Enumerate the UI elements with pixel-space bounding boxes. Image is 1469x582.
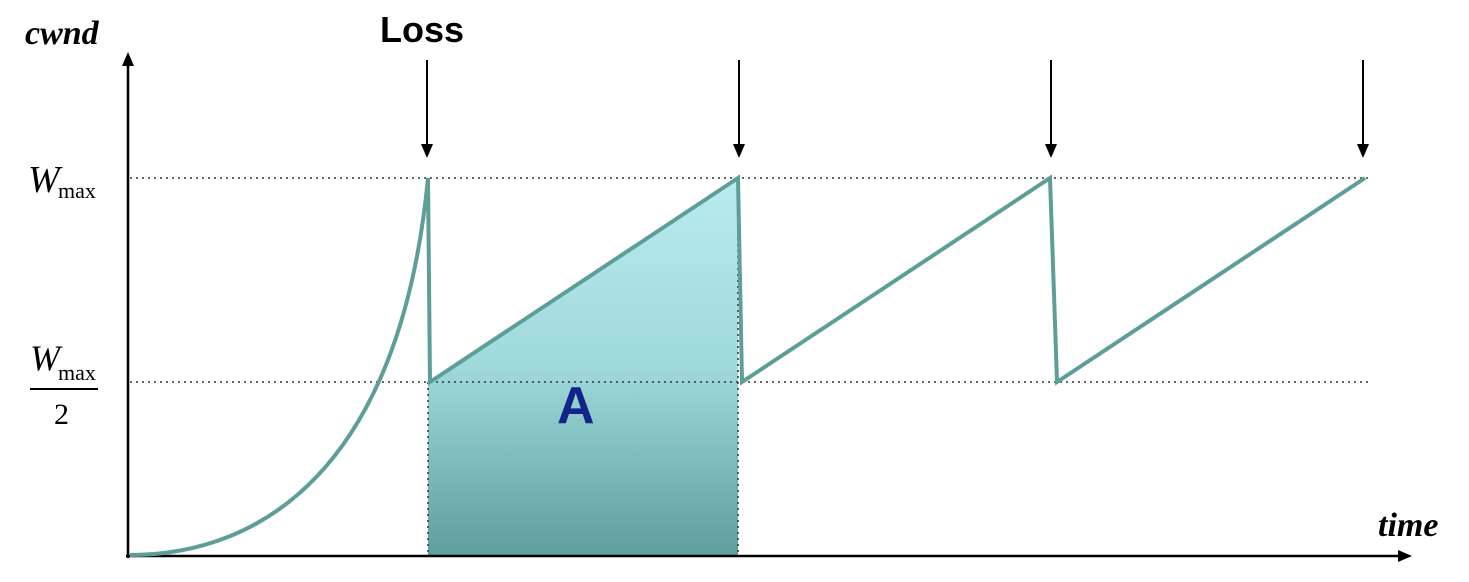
loss-label: Loss xyxy=(380,9,464,50)
wmax-label: W max xyxy=(28,159,96,203)
x-axis-label: time xyxy=(1378,507,1438,544)
svg-text:max: max xyxy=(58,360,96,385)
cwnd-curve xyxy=(129,174,1367,557)
loss-arrow xyxy=(1045,60,1057,158)
svg-text:max: max xyxy=(58,178,96,203)
half-wmax-label: W max 2 xyxy=(30,338,98,431)
loss-arrow xyxy=(733,60,745,158)
y-axis-label: cwnd xyxy=(25,15,100,52)
area-a-label: A xyxy=(557,377,595,435)
loss-arrow xyxy=(421,60,433,158)
x-axis-arrow xyxy=(1398,550,1412,562)
svg-text:2: 2 xyxy=(54,398,69,431)
area-a-fill xyxy=(428,178,738,555)
loss-arrow xyxy=(1357,60,1369,158)
y-axis-arrow xyxy=(122,52,134,66)
svg-text:W: W xyxy=(28,159,63,201)
svg-text:W: W xyxy=(30,338,63,378)
